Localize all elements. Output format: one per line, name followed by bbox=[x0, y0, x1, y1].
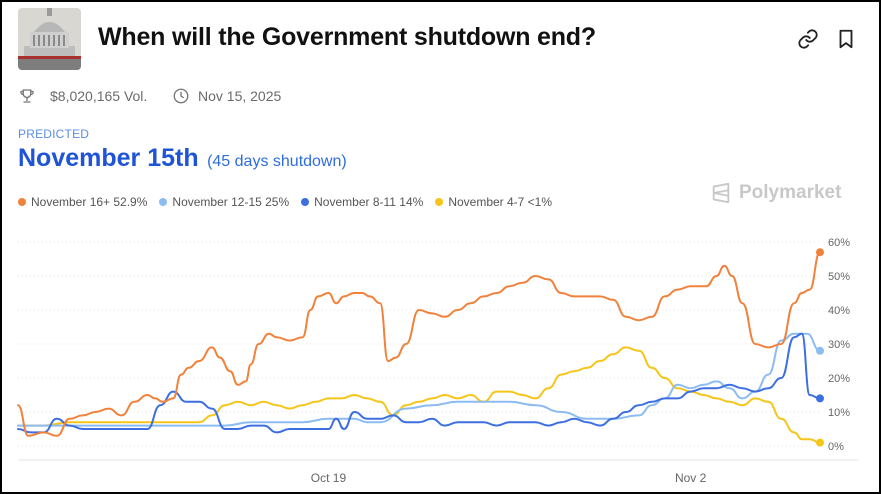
market-title: When will the Government shutdown end? bbox=[98, 23, 596, 51]
legend-dot bbox=[435, 198, 444, 206]
legend-item[interactable]: November 16+ 52.9% bbox=[18, 195, 147, 209]
volume-meta: $8,020,165 Vol. bbox=[18, 87, 147, 105]
series-line bbox=[17, 332, 821, 434]
predicted-outcome-title: November 15th bbox=[18, 144, 199, 172]
clock-icon bbox=[173, 88, 189, 104]
polymarket-logo-icon bbox=[712, 182, 730, 204]
y-tick-label: 30% bbox=[828, 339, 850, 351]
legend-dot bbox=[18, 198, 26, 206]
volume-text: $8,020,165 Vol. bbox=[50, 88, 148, 104]
link-icon bbox=[798, 29, 818, 49]
predicted-outcome-detail: (45 days shutdown) bbox=[207, 153, 347, 170]
bookmark-icon bbox=[839, 29, 853, 49]
brand-name: Polymarket bbox=[739, 182, 842, 203]
x-tick-label: Nov 2 bbox=[675, 471, 707, 485]
series-line bbox=[17, 332, 821, 427]
link-button[interactable] bbox=[797, 28, 819, 50]
y-tick-label: 10% bbox=[828, 407, 850, 419]
x-tick-label: Oct 19 bbox=[311, 471, 347, 485]
legend-label: November 4-7 <1% bbox=[448, 195, 553, 209]
y-tick-label: 20% bbox=[828, 373, 850, 385]
y-tick-label: 40% bbox=[828, 305, 850, 317]
series-line bbox=[17, 251, 821, 437]
legend-label: November 8-11 14% bbox=[314, 195, 424, 209]
legend-item[interactable]: November 12-15 25% bbox=[159, 195, 289, 209]
legend-item[interactable]: November 4-7 <1% bbox=[435, 195, 552, 209]
series-line bbox=[17, 346, 821, 444]
series-end-marker bbox=[816, 438, 824, 447]
capitol-building-icon bbox=[18, 8, 81, 70]
series-end-marker bbox=[816, 394, 824, 403]
legend-dot bbox=[159, 198, 168, 206]
legend-label: November 12-15 25% bbox=[172, 195, 290, 209]
y-tick-label: 0% bbox=[828, 441, 844, 453]
trophy-icon bbox=[20, 89, 34, 103]
legend-item[interactable]: November 8-11 14% bbox=[301, 195, 423, 209]
price-history-chart: 0% 10% 20% 30% 40% 50% 60% Oct 19 Nov 2 bbox=[17, 237, 858, 485]
legend-dot bbox=[301, 198, 310, 206]
polymarket-logo: Polymarket bbox=[710, 182, 841, 204]
series-end-marker bbox=[816, 346, 824, 355]
end-date-text: Nov 15, 2025 bbox=[198, 88, 282, 104]
y-tick-label: 60% bbox=[828, 237, 850, 249]
date-meta: Nov 15, 2025 bbox=[172, 87, 281, 105]
market-thumbnail bbox=[18, 8, 81, 70]
chart-legend: November 16+ 52.9% November 12-15 25% No… bbox=[18, 195, 552, 209]
y-tick-label: 50% bbox=[828, 271, 850, 283]
bookmark-button[interactable] bbox=[835, 28, 857, 50]
series-end-marker bbox=[816, 248, 824, 257]
legend-label: November 16+ 52.9% bbox=[31, 195, 148, 209]
predicted-label: PREDICTED bbox=[18, 127, 90, 141]
predicted-outcome: November 15th (45 days shutdown) bbox=[18, 144, 347, 173]
